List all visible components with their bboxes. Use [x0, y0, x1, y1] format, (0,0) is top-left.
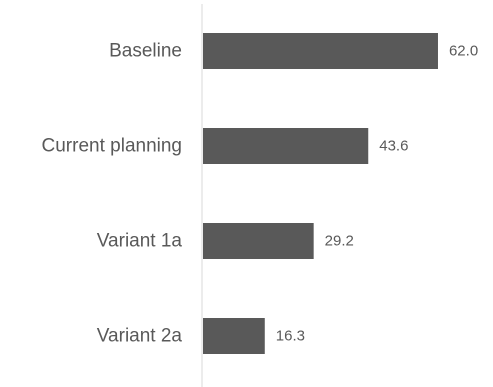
data-labels-group: 62.0 43.6 29.2 16.3 [276, 43, 478, 345]
bar-variant-1a [203, 223, 314, 259]
category-labels-group: Baseline Current planning Variant 1a Varian… [42, 41, 183, 347]
category-label-current-planning: Current planning [42, 136, 182, 157]
data-label-current-planning: 43.6 [379, 138, 408, 155]
bars-group [203, 33, 438, 354]
bar-current-planning [203, 128, 369, 164]
category-label-variant-1a: Variant 1a [97, 231, 183, 252]
data-label-baseline: 62.0 [449, 43, 478, 60]
data-label-variant-2a: 16.3 [276, 328, 305, 345]
bar-baseline [203, 33, 438, 69]
bar-variant-2a [203, 318, 265, 354]
category-label-variant-2a: Variant 2a [97, 326, 183, 347]
category-label-baseline: Baseline [109, 41, 182, 62]
data-label-variant-1a: 29.2 [325, 233, 354, 250]
